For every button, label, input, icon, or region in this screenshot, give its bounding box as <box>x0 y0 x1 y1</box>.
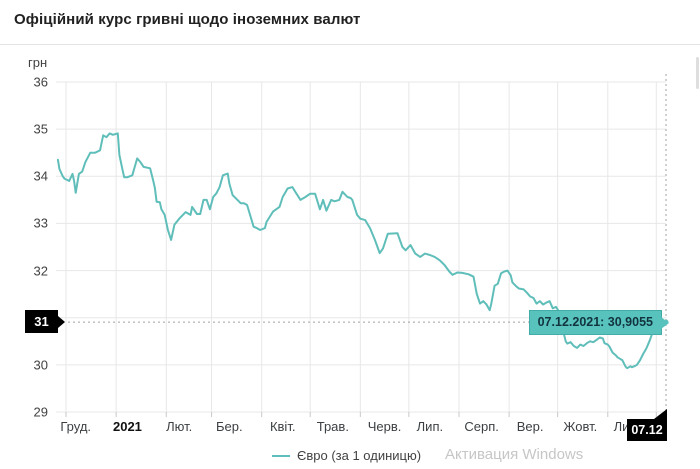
x-tick-label: Бер. <box>216 419 243 434</box>
x-tick-label: Вер. <box>516 419 544 434</box>
legend: Євро (за 1 одиницю) <box>272 448 421 463</box>
y-axis-unit-label: грн <box>28 55 48 70</box>
x-tick-label: Серп. <box>464 419 499 434</box>
x-tick-label: Черв. <box>367 419 402 434</box>
x-tick-label: Лют. <box>166 419 193 434</box>
y-tick-label: 32 <box>33 263 48 279</box>
x-tick-label: Трав. <box>316 419 349 434</box>
header-divider <box>0 44 700 45</box>
x-tick-label: Квіт. <box>269 419 296 434</box>
x-tick-label: 2021 <box>112 419 142 434</box>
legend-label: Євро (за 1 одиницю) <box>297 448 422 463</box>
windows-activation-watermark: Активация Windows <box>445 446 584 463</box>
x-tick-label: Лип. <box>416 419 444 434</box>
y-tick-label: 29 <box>33 404 48 420</box>
y-axis-highlight-flag: 31 <box>25 310 65 334</box>
chart-tooltip: 07.12.2021: 30,9055 <box>528 310 670 336</box>
legend-line-swatch-icon <box>272 454 290 457</box>
y-tick-label: 33 <box>33 215 48 231</box>
y-tick-label: 34 <box>33 168 48 184</box>
page-title: Офіційний курс гривні щодо іноземних вал… <box>14 11 361 28</box>
x-tick-label: Груд. <box>60 419 92 434</box>
x-axis-highlight-flag: 07.12 <box>627 409 667 441</box>
x-tick-label: Жовт. <box>563 419 598 434</box>
y-tick-label: 36 <box>33 74 48 90</box>
series-line-euro <box>56 132 667 370</box>
scrollbar-thumb[interactable] <box>696 57 699 89</box>
y-tick-label: 35 <box>33 121 48 137</box>
y-tick-label: 30 <box>33 357 48 373</box>
